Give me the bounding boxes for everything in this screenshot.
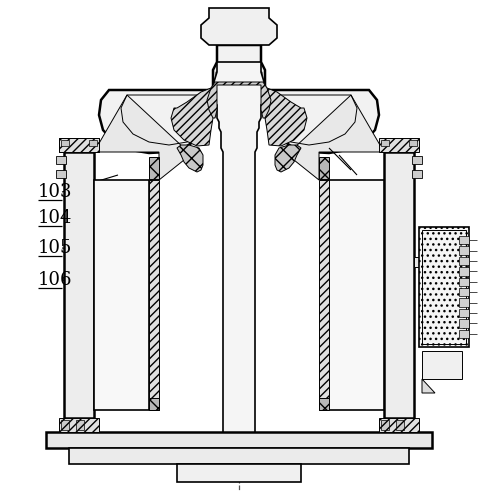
Bar <box>56 170 66 178</box>
Bar <box>412 156 422 164</box>
Bar <box>409 140 417 146</box>
Bar <box>61 420 69 430</box>
Polygon shape <box>422 379 435 393</box>
Bar <box>459 267 469 275</box>
Bar <box>149 180 159 410</box>
Bar <box>59 138 99 152</box>
Bar <box>76 420 84 430</box>
Bar <box>459 247 469 255</box>
Bar <box>381 420 389 430</box>
Bar <box>64 152 94 418</box>
Bar <box>459 319 469 328</box>
Bar <box>459 288 469 296</box>
Bar <box>422 351 462 379</box>
Polygon shape <box>201 8 277 45</box>
Polygon shape <box>207 82 271 118</box>
Bar <box>319 180 329 410</box>
Polygon shape <box>263 88 307 146</box>
Bar <box>459 330 469 338</box>
Text: 104: 104 <box>38 209 72 227</box>
Bar <box>46 432 432 448</box>
Polygon shape <box>94 95 194 180</box>
Bar <box>94 180 149 410</box>
Bar <box>329 180 384 410</box>
Bar <box>59 418 99 432</box>
Polygon shape <box>99 45 379 153</box>
Polygon shape <box>284 95 384 180</box>
Bar <box>384 152 414 418</box>
Bar <box>459 257 469 265</box>
Polygon shape <box>213 62 265 440</box>
Bar <box>379 418 419 432</box>
Polygon shape <box>275 145 301 172</box>
Bar <box>422 230 466 344</box>
Bar <box>414 257 419 267</box>
Bar <box>56 156 66 164</box>
Text: 103: 103 <box>38 183 73 201</box>
Bar <box>419 227 469 347</box>
Bar <box>319 398 329 410</box>
Bar <box>459 236 469 245</box>
Bar <box>459 298 469 307</box>
Bar <box>61 140 69 146</box>
Bar <box>89 140 97 146</box>
Text: 106: 106 <box>38 271 73 289</box>
Bar <box>459 277 469 286</box>
Polygon shape <box>171 88 215 146</box>
Bar <box>319 157 329 179</box>
Bar <box>149 157 159 179</box>
Bar <box>412 170 422 178</box>
Bar <box>396 420 404 430</box>
Text: 105: 105 <box>38 239 72 257</box>
Bar <box>379 138 419 152</box>
Bar <box>177 464 301 482</box>
Polygon shape <box>59 138 99 152</box>
Bar <box>381 140 389 146</box>
Bar <box>149 398 159 410</box>
Bar <box>459 309 469 317</box>
Polygon shape <box>177 145 203 172</box>
Bar <box>69 448 409 464</box>
